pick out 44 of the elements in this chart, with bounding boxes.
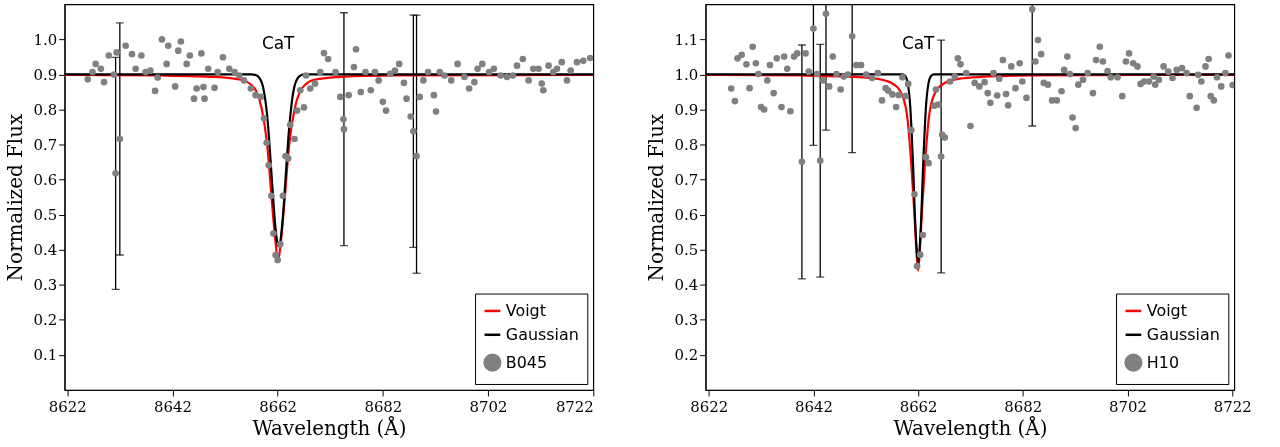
y-tick-label: 0.8	[33, 100, 58, 119]
annotation: CaT	[901, 33, 936, 54]
x-tick-label: 8682	[1004, 398, 1043, 417]
x-tick-label: 8622	[48, 398, 87, 417]
x-tick-label: 8642	[153, 398, 192, 417]
y-tick-label: 0.5	[33, 206, 58, 225]
legend-label: Voigt	[1146, 300, 1187, 320]
legend-label: Gaussian	[505, 324, 579, 344]
y-tick-label: 0.5	[674, 241, 699, 260]
x-axis-title: Wavelength (Å)	[893, 415, 1048, 441]
x-tick-label: 8622	[690, 398, 729, 417]
x-axis-title: Wavelength (Å)	[252, 415, 407, 441]
y-tick-label: 1.0	[33, 30, 58, 49]
legend-label: H10	[1146, 352, 1179, 372]
y-tick-label: 0.6	[33, 171, 58, 190]
x-tick-label: 8642	[794, 398, 833, 417]
x-tick-label: 8722	[1213, 398, 1252, 417]
x-tick-label: 8662	[899, 398, 938, 417]
y-tick-label: 0.4	[33, 241, 58, 260]
legend-label: Gaussian	[1146, 324, 1220, 344]
y-axis-title: Normalized Flux	[644, 113, 668, 282]
legend-label: Voigt	[505, 300, 546, 320]
y-tick-label: 0.4	[674, 276, 699, 295]
y-tick-label: 0.3	[33, 276, 58, 295]
x-tick-label: 8682	[364, 398, 403, 417]
y-tick-label: 1.1	[674, 30, 699, 49]
y-tick-label: 0.9	[674, 100, 699, 119]
x-tick-label: 8702	[1109, 398, 1147, 417]
y-tick-label: 1.0	[674, 65, 699, 84]
annotation: CaT	[261, 33, 296, 54]
x-tick-label: 8662	[259, 398, 298, 417]
y-tick-label: 0.9	[33, 65, 58, 84]
x-tick-label: 8722	[555, 398, 594, 417]
y-tick-label: 0.6	[674, 206, 699, 225]
y-tick-label: 0.1	[33, 346, 58, 365]
y-tick-label: 0.7	[674, 171, 699, 190]
y-tick-label: 0.3	[674, 311, 699, 330]
y-tick-label: 0.2	[674, 346, 699, 365]
y-axis-title: Normalized Flux	[3, 113, 27, 282]
y-tick-label: 0.8	[674, 136, 699, 155]
y-tick-label: 0.7	[33, 136, 58, 155]
x-tick-label: 8702	[469, 398, 508, 417]
y-tick-label: 0.2	[33, 311, 58, 330]
legend-label: B045	[505, 352, 548, 372]
